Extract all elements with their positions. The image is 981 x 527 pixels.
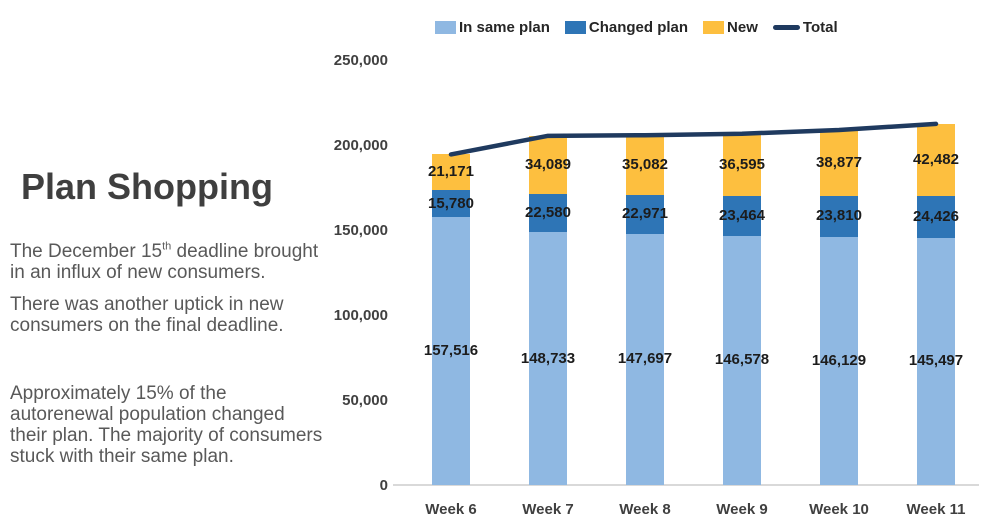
legend-label: New: [727, 19, 758, 36]
bar-segment: [626, 194, 664, 234]
data-label: 15,780: [428, 194, 474, 212]
y-axis-tick: 250,000: [333, 52, 388, 69]
bar-segment: [723, 195, 761, 236]
data-label: 22,971: [622, 205, 668, 223]
bar-segment: [723, 235, 761, 485]
data-label: 34,089: [525, 155, 571, 173]
bar-segment: [820, 196, 858, 237]
bar-segment: [529, 232, 567, 485]
legend-item: Changed plan: [564, 19, 689, 36]
bar-segment: [529, 193, 567, 233]
legend-label: In same plan: [459, 19, 550, 36]
data-label: 148,733: [520, 349, 576, 367]
bar-segment: [820, 236, 858, 485]
page-title: Plan Shopping: [21, 166, 273, 207]
bar-segment: [432, 217, 470, 485]
y-axis-tick: 50,000: [342, 392, 388, 409]
data-label: 36,595: [719, 155, 765, 173]
x-axis-label: Week 8: [619, 501, 671, 518]
legend-swatch: [564, 21, 586, 34]
data-label: 147,697: [617, 350, 673, 368]
bar-segment: [917, 196, 955, 238]
y-axis-tick: 150,000: [333, 222, 388, 239]
x-axis-label: Week 10: [809, 501, 869, 518]
y-axis-tick: 200,000: [333, 137, 388, 154]
text-panel: Plan Shopping The December 15th deadline…: [0, 0, 332, 527]
legend-label: Total: [802, 19, 838, 36]
data-label: 42,482: [913, 151, 959, 169]
legend-item: Total: [772, 19, 838, 36]
para-deadline: The December 15th deadline brought in an…: [10, 241, 328, 283]
y-axis-tick: 0: [379, 477, 388, 494]
x-axis-line: [393, 484, 979, 486]
x-axis-label: Week 11: [906, 501, 966, 518]
data-label: 24,426: [913, 207, 959, 225]
y-axis-tick: 100,000: [333, 307, 388, 324]
data-label: 146,129: [811, 351, 867, 369]
legend-line-marker: [772, 25, 800, 30]
para-deadline-text-2: deadline brought in an influx of new con…: [10, 241, 319, 283]
legend-swatch: [435, 21, 456, 34]
legend-item: New: [703, 19, 758, 36]
data-label: 23,464: [719, 206, 765, 224]
bar-segment: [917, 237, 955, 485]
para-autorenewal: Approximately 15% of the autorenewal pop…: [10, 383, 323, 467]
data-label: 157,516: [423, 342, 479, 360]
x-axis-label: Week 6: [425, 501, 477, 518]
x-axis-label: Week 9: [716, 501, 768, 518]
data-label: 146,578: [714, 351, 770, 369]
bar-segment: [432, 154, 470, 191]
legend-swatch: [703, 21, 725, 34]
legend-label: Changed plan: [588, 19, 689, 36]
data-label: 145,497: [908, 352, 964, 370]
ordinal-superscript: th: [162, 240, 172, 253]
data-label: 23,810: [816, 207, 862, 225]
data-label: 38,877: [816, 154, 862, 172]
legend-item: In same plan: [435, 19, 550, 36]
bar-segment: [432, 190, 470, 218]
data-label: 21,171: [428, 163, 474, 181]
para-uptick: There was another uptick in new consumer…: [10, 294, 284, 336]
para-deadline-text: The December 15: [10, 241, 163, 262]
data-label: 22,580: [525, 203, 571, 221]
data-label: 35,082: [622, 156, 668, 174]
x-axis-label: Week 7: [522, 501, 574, 518]
total-line: [448, 121, 939, 157]
bar-segment: [626, 233, 664, 485]
chart-legend: In same plan Changed plan New Total: [435, 19, 838, 36]
